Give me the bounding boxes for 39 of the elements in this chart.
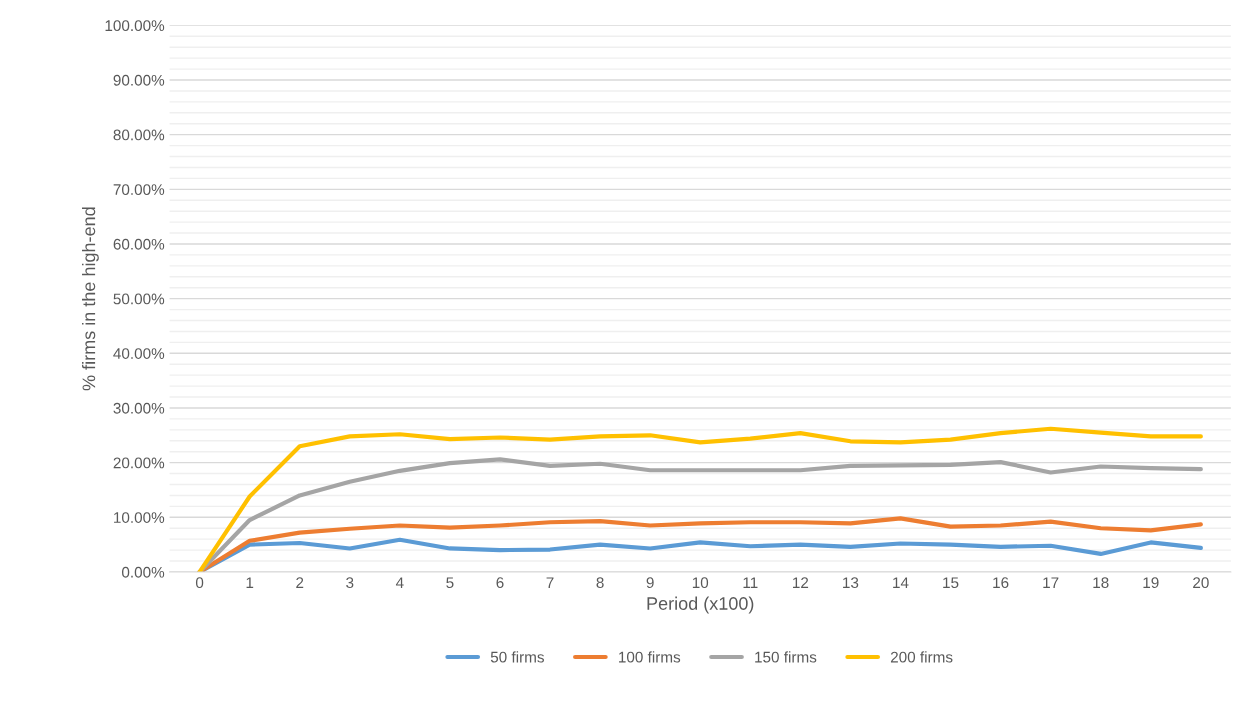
x-tick-label: 1 (246, 577, 254, 588)
legend-label: 200 firms (890, 651, 953, 663)
y-tick-label: 50.00% (113, 293, 165, 305)
legend-label: 100 firms (619, 651, 681, 663)
y-tick-label: 40.00% (113, 348, 165, 359)
x-tick-label: 2 (296, 577, 304, 588)
x-tick-label: 11 (743, 577, 758, 588)
x-tick-label: 5 (446, 577, 454, 589)
x-tick-label: 4 (395, 577, 404, 588)
y-tick-label: 0.00% (121, 566, 165, 578)
x-tick-label: 3 (346, 577, 354, 589)
y-tick-label: 70.00% (113, 184, 165, 196)
x-tick-label: 15 (943, 577, 959, 589)
x-tick-label: 6 (496, 577, 504, 589)
y-tick-label: 20.00% (113, 457, 165, 469)
legend-label: 50 firms (490, 651, 544, 663)
x-tick-label: 16 (993, 577, 1009, 589)
y-tick-label: 10.00% (114, 512, 165, 523)
y-tick-label: 90.00% (113, 74, 165, 86)
y-axis-title: % firms in the high-end (82, 207, 99, 391)
y-tick-label: 60.00% (113, 238, 165, 250)
x-tick-label: 13 (843, 577, 859, 589)
x-tick-label: 19 (1143, 577, 1159, 589)
x-axis-title: Period (x100) (647, 596, 754, 614)
y-tick-label: 30.00% (113, 402, 165, 414)
line-series (197, 426, 1203, 572)
x-tick-label: 9 (646, 577, 654, 589)
x-tick-label: 14 (893, 577, 909, 588)
y-tick-label: 80.00% (113, 129, 165, 141)
y-tick-label: 100.00% (105, 20, 165, 32)
x-tick-label: 18 (1093, 577, 1109, 589)
x-tick-label: 8 (596, 577, 604, 589)
x-tick-label: 17 (1043, 577, 1059, 588)
x-tick-label: 7 (546, 577, 554, 588)
x-tick-label: 10 (692, 577, 709, 589)
x-tick-label: 12 (793, 577, 809, 588)
x-tick-label: 0 (195, 577, 204, 589)
legend-label: 150 firms (755, 651, 817, 663)
x-tick-label: 20 (1193, 577, 1209, 589)
